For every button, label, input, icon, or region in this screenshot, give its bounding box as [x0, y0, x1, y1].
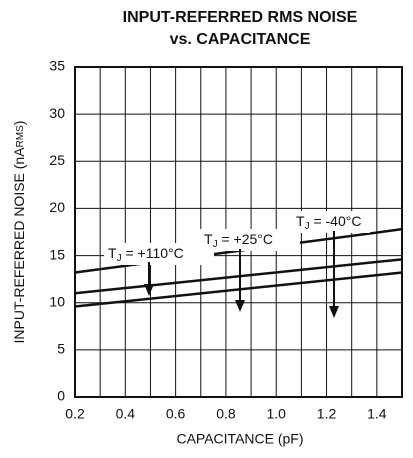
y-tick-label: 10 — [49, 293, 65, 309]
y-tick-label: 20 — [49, 199, 65, 215]
legend-label: TJ = +110°C — [108, 245, 184, 264]
x-tick-label: 0.6 — [166, 406, 186, 422]
legend-rest: = -40°C — [310, 213, 362, 229]
legend-label: TJ = -40°C — [296, 213, 361, 232]
arrow-head — [144, 284, 154, 296]
legend-rest: = +25°C — [218, 231, 273, 247]
y-tick-label: 15 — [49, 246, 65, 262]
chart-title: INPUT-REFERRED RMS NOISE — [123, 9, 358, 26]
y-tick-label: 35 — [49, 58, 65, 74]
legend-rest: = +110°C — [122, 245, 184, 261]
y-tick-label: 5 — [57, 341, 65, 357]
legend-sub: J — [213, 239, 218, 250]
label-bg — [104, 243, 214, 265]
x-tick-label: 0.2 — [65, 406, 85, 422]
legend-t: T — [204, 231, 213, 247]
legend-sub: J — [117, 253, 122, 264]
label-bg — [292, 211, 370, 233]
y-tick-label: 0 — [57, 388, 65, 404]
series-line — [74, 271, 403, 308]
plot-frame — [74, 66, 403, 398]
x-tick-label: 0.8 — [216, 406, 236, 422]
y-tick-label: 30 — [49, 105, 65, 121]
x-tick-label: 1.0 — [266, 406, 286, 422]
legend-label: TJ = +25°C — [204, 231, 273, 250]
y-label-sub: RMS — [15, 125, 26, 148]
series-line — [74, 258, 403, 295]
y-label-text: INPUT-REFERRED NOISE (nA — [11, 147, 27, 344]
arrow-head — [235, 300, 245, 312]
legend-t: T — [296, 213, 305, 229]
legend-sub: J — [305, 221, 310, 232]
chart-title: vs. CAPACITANCE — [170, 31, 311, 48]
x-tick-label: 1.2 — [317, 406, 337, 422]
y-axis-label: INPUT-REFERRED NOISE (nARMS) — [11, 121, 27, 344]
y-label-end: ) — [11, 121, 27, 126]
x-axis-label: CAPACITANCE (pF) — [176, 431, 303, 447]
x-tick-label: 0.4 — [116, 406, 136, 422]
y-tick-label: 25 — [49, 152, 65, 168]
label-bg — [200, 229, 300, 251]
legend-t: T — [108, 245, 117, 261]
x-tick-label: 1.4 — [367, 406, 387, 422]
arrow-head — [329, 306, 339, 318]
